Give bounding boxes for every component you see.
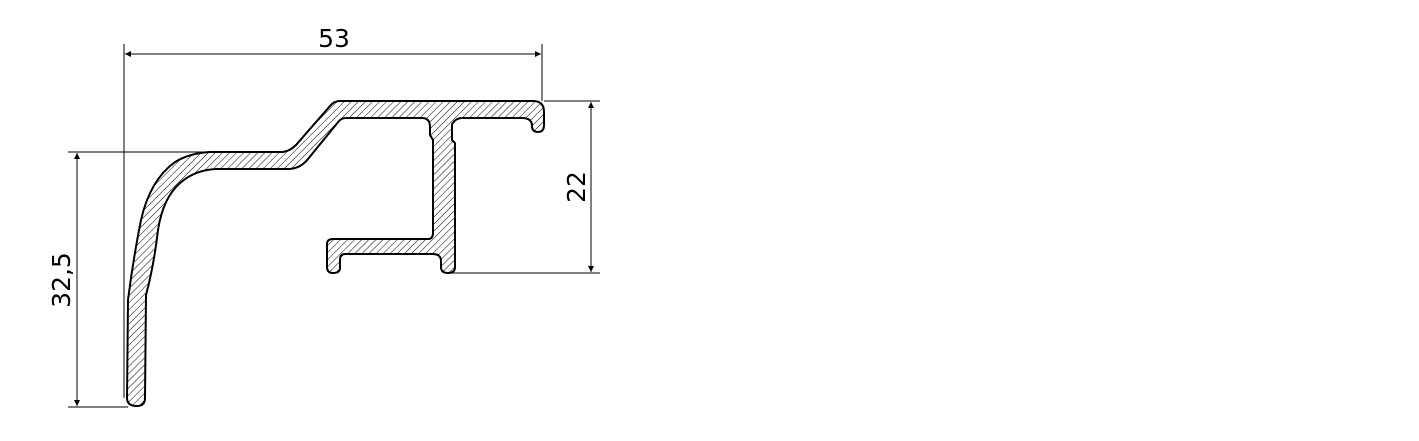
dimension-width-label: 53 [318,24,350,53]
dimension-height-left-label: 32,5 [47,252,76,308]
dimension-height-right-label: 22 [562,171,591,203]
profile-section [126,100,545,407]
